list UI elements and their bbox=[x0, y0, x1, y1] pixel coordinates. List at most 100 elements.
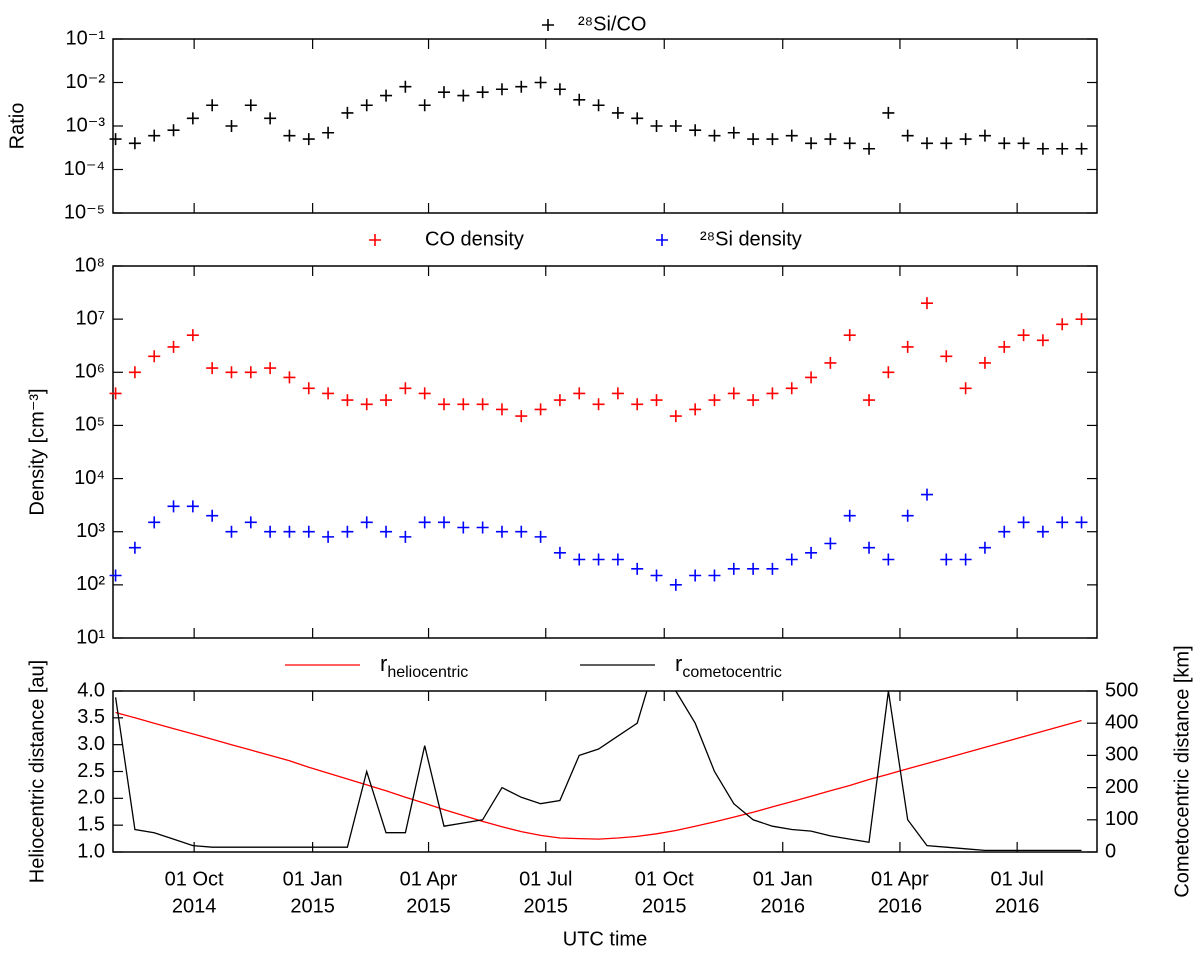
point bbox=[418, 99, 431, 112]
point bbox=[747, 394, 760, 407]
plot-frame bbox=[112, 265, 1098, 639]
x-tick-label: 2016 bbox=[995, 895, 1040, 917]
point bbox=[206, 509, 219, 522]
point bbox=[978, 356, 991, 369]
point bbox=[553, 394, 566, 407]
point bbox=[399, 530, 412, 543]
point bbox=[959, 553, 972, 566]
x-tick-label: 2014 bbox=[172, 895, 217, 917]
point bbox=[901, 509, 914, 522]
legend-marker bbox=[369, 234, 381, 246]
point bbox=[611, 387, 624, 400]
point bbox=[438, 516, 451, 529]
y-tick-label: 10⁻² bbox=[66, 71, 106, 93]
point bbox=[998, 340, 1011, 353]
point bbox=[978, 541, 991, 554]
point bbox=[940, 137, 953, 150]
y-tick-label: 10⁸ bbox=[74, 254, 105, 276]
point bbox=[476, 398, 489, 411]
point bbox=[109, 569, 122, 582]
point bbox=[380, 89, 393, 102]
point bbox=[882, 553, 895, 566]
point bbox=[1017, 516, 1030, 529]
point bbox=[592, 99, 605, 112]
point bbox=[515, 80, 528, 93]
x-tick-label: 2016 bbox=[878, 895, 923, 917]
point bbox=[920, 137, 933, 150]
point bbox=[901, 340, 914, 353]
legend-label: rcometocentric bbox=[675, 651, 782, 681]
y-tick-label: 2.0 bbox=[77, 787, 105, 809]
y-tick-label: 3.0 bbox=[77, 733, 105, 755]
point bbox=[128, 366, 141, 379]
y-axis-label: Density [cm⁻³] bbox=[26, 388, 48, 515]
point bbox=[650, 569, 663, 582]
y-tick-label: 10⁵ bbox=[74, 414, 105, 436]
point bbox=[457, 398, 470, 411]
point bbox=[805, 137, 818, 150]
point bbox=[186, 112, 199, 125]
point bbox=[650, 394, 663, 407]
x-tick-label: 2016 bbox=[760, 895, 805, 917]
point bbox=[553, 546, 566, 559]
point bbox=[399, 382, 412, 395]
point bbox=[824, 133, 837, 146]
point bbox=[766, 562, 779, 575]
point bbox=[998, 525, 1011, 538]
point bbox=[901, 129, 914, 142]
y-tick-label: 4.0 bbox=[77, 679, 105, 701]
point bbox=[302, 382, 315, 395]
point bbox=[785, 129, 798, 142]
y2-tick-label: 0 bbox=[1105, 840, 1116, 862]
point bbox=[167, 340, 180, 353]
point bbox=[167, 124, 180, 137]
point bbox=[805, 546, 818, 559]
y-tick-label: 10⁻¹ bbox=[66, 27, 106, 49]
point bbox=[283, 371, 296, 384]
point bbox=[669, 578, 682, 591]
point bbox=[631, 398, 644, 411]
point bbox=[573, 93, 586, 106]
point bbox=[225, 120, 238, 132]
x-tick-label: 01 Apr bbox=[400, 868, 458, 890]
point bbox=[785, 553, 798, 566]
point bbox=[573, 553, 586, 566]
point bbox=[1017, 329, 1030, 342]
point bbox=[418, 516, 431, 529]
y2-tick-label: 500 bbox=[1105, 679, 1138, 701]
y-tick-label: 10³ bbox=[76, 520, 105, 542]
point bbox=[611, 553, 624, 566]
legend-marker bbox=[542, 19, 554, 31]
y2-tick-label: 300 bbox=[1105, 744, 1138, 766]
point bbox=[476, 521, 489, 534]
x-tick-label: 01 Jan bbox=[283, 868, 343, 890]
point bbox=[283, 525, 296, 538]
point bbox=[708, 569, 721, 582]
point bbox=[438, 398, 451, 411]
point bbox=[669, 410, 682, 423]
point bbox=[553, 83, 566, 96]
point bbox=[109, 133, 122, 146]
legend-name: r bbox=[380, 651, 387, 676]
point bbox=[689, 403, 702, 416]
series-line bbox=[114, 691, 1082, 852]
point bbox=[805, 371, 818, 384]
y-tick-label: 10⁻⁴ bbox=[64, 158, 105, 180]
point bbox=[206, 362, 219, 375]
point bbox=[863, 394, 876, 407]
point bbox=[360, 99, 373, 112]
y-tick-label: 10⁷ bbox=[76, 307, 105, 329]
point bbox=[495, 83, 508, 96]
point bbox=[322, 126, 335, 139]
point bbox=[186, 329, 199, 342]
y-tick-label: 10⁶ bbox=[75, 361, 105, 383]
y-tick-label: 3.5 bbox=[77, 706, 105, 728]
point bbox=[418, 387, 431, 400]
y-tick-label: 10⁻³ bbox=[66, 114, 106, 136]
point bbox=[264, 112, 277, 125]
x-tick-label: 01 Jan bbox=[753, 868, 813, 890]
point bbox=[244, 99, 257, 112]
point bbox=[302, 525, 315, 538]
legend-name: r bbox=[675, 651, 682, 676]
point bbox=[302, 133, 315, 146]
